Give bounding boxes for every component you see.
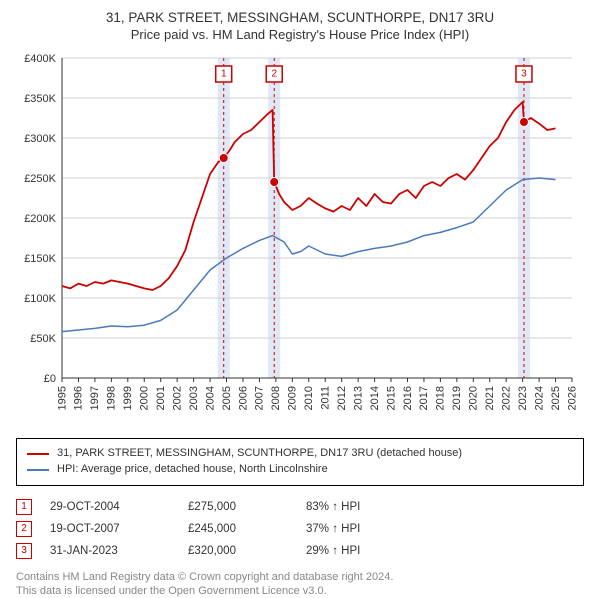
svg-text:£50K: £50K <box>30 333 56 345</box>
svg-text:2017: 2017 <box>418 386 430 410</box>
svg-text:2008: 2008 <box>270 386 282 410</box>
svg-text:2003: 2003 <box>188 386 200 410</box>
svg-text:3: 3 <box>521 69 527 80</box>
svg-text:2016: 2016 <box>402 386 414 410</box>
svg-text:2025: 2025 <box>550 386 562 410</box>
footer-line1: Contains HM Land Registry data © Crown c… <box>16 570 584 584</box>
svg-text:2009: 2009 <box>287 386 299 410</box>
svg-text:1999: 1999 <box>122 386 134 410</box>
svg-text:£400K: £400K <box>24 53 56 65</box>
svg-text:2014: 2014 <box>369 386 381 410</box>
chart-svg: £0 £50K £100K £150K £200K £250K £300K £350K £400… <box>12 48 588 428</box>
footer-line2: This data is licensed under the Open Gov… <box>16 584 584 598</box>
tx-price: £245,000 <box>188 523 288 535</box>
svg-text:£250K: £250K <box>24 173 56 185</box>
legend-label: HPI: Average price, detached house, Nort… <box>57 462 328 477</box>
svg-text:2011: 2011 <box>320 386 332 410</box>
chart-area: £0 £50K £100K £150K £200K £250K £300K £350K £400… <box>12 48 588 428</box>
svg-text:1998: 1998 <box>106 386 118 410</box>
table-row: 3 31-JAN-2023 £320,000 29% ↑ HPI <box>16 540 584 562</box>
footer-attribution: Contains HM Land Registry data © Crown c… <box>16 570 584 598</box>
svg-text:2019: 2019 <box>451 386 463 410</box>
svg-text:2002: 2002 <box>171 386 183 410</box>
title-sub: Price paid vs. HM Land Registry's House … <box>12 27 588 42</box>
tx-hpi: 29% ↑ HPI <box>306 545 406 557</box>
svg-text:2015: 2015 <box>385 386 397 410</box>
legend-swatch <box>27 469 49 471</box>
svg-text:2000: 2000 <box>139 386 151 410</box>
svg-text:2006: 2006 <box>237 386 249 410</box>
svg-text:2001: 2001 <box>155 386 167 410</box>
svg-text:2024: 2024 <box>533 386 545 410</box>
tx-hpi: 83% ↑ HPI <box>306 501 406 513</box>
tx-marker-box: 3 <box>16 543 32 559</box>
svg-text:£300K: £300K <box>24 133 56 145</box>
svg-text:2018: 2018 <box>435 386 447 410</box>
transactions-table: 1 29-OCT-2004 £275,000 83% ↑ HPI 2 19-OC… <box>16 496 584 562</box>
table-row: 2 19-OCT-2007 £245,000 37% ↑ HPI <box>16 518 584 540</box>
svg-text:2022: 2022 <box>500 386 512 410</box>
tx-date: 19-OCT-2007 <box>50 523 170 535</box>
tx-marker-box: 2 <box>16 521 32 537</box>
title-main: 31, PARK STREET, MESSINGHAM, SCUNTHORPE,… <box>12 10 588 25</box>
svg-text:2004: 2004 <box>204 386 216 410</box>
svg-text:2012: 2012 <box>336 386 348 410</box>
tx-marker-num: 1 <box>21 501 27 512</box>
tx-date: 29-OCT-2004 <box>50 501 170 513</box>
titles-block: 31, PARK STREET, MESSINGHAM, SCUNTHORPE,… <box>12 10 588 42</box>
svg-text:2020: 2020 <box>468 386 480 410</box>
svg-text:2026: 2026 <box>566 386 578 410</box>
legend-box: 31, PARK STREET, MESSINGHAM, SCUNTHORPE,… <box>16 438 584 486</box>
legend-label: 31, PARK STREET, MESSINGHAM, SCUNTHORPE,… <box>57 446 462 461</box>
svg-text:2023: 2023 <box>517 386 529 410</box>
legend-row: 31, PARK STREET, MESSINGHAM, SCUNTHORPE,… <box>27 446 573 461</box>
page-container: 31, PARK STREET, MESSINGHAM, SCUNTHORPE,… <box>0 0 600 590</box>
tx-price: £320,000 <box>188 545 288 557</box>
tx-date: 31-JAN-2023 <box>50 545 170 557</box>
svg-text:£200K: £200K <box>24 213 56 225</box>
svg-text:£100K: £100K <box>24 293 56 305</box>
svg-text:1995: 1995 <box>56 386 68 410</box>
svg-text:2007: 2007 <box>254 386 266 410</box>
svg-text:2010: 2010 <box>303 386 315 410</box>
legend-swatch <box>27 453 49 455</box>
table-row: 1 29-OCT-2004 £275,000 83% ↑ HPI <box>16 496 584 518</box>
tx-marker-num: 2 <box>21 523 27 534</box>
tx-price: £275,000 <box>188 501 288 513</box>
svg-text:2005: 2005 <box>221 386 233 410</box>
svg-text:2021: 2021 <box>484 386 496 410</box>
svg-text:1: 1 <box>221 69 227 80</box>
legend-row: HPI: Average price, detached house, Nort… <box>27 462 573 477</box>
svg-text:£350K: £350K <box>24 93 56 105</box>
svg-text:£150K: £150K <box>24 253 56 265</box>
svg-text:2013: 2013 <box>352 386 364 410</box>
tx-hpi: 37% ↑ HPI <box>306 523 406 535</box>
svg-text:£0: £0 <box>44 373 56 385</box>
tx-marker-box: 1 <box>16 499 32 515</box>
svg-text:1997: 1997 <box>89 386 101 410</box>
svg-text:1996: 1996 <box>73 386 85 410</box>
svg-text:2: 2 <box>271 69 277 80</box>
tx-marker-num: 3 <box>21 545 27 556</box>
